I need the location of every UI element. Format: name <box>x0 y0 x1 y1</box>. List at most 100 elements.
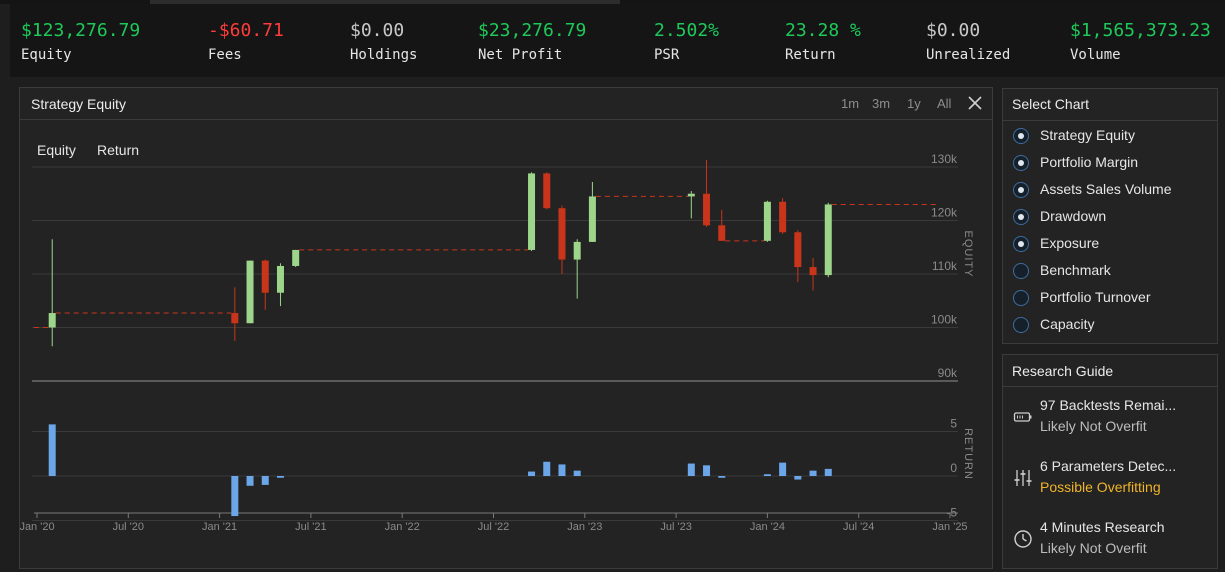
legend-equity[interactable]: Equity <box>37 142 76 158</box>
return-bar <box>779 462 787 476</box>
stat-label: Unrealized <box>926 47 1011 63</box>
candle-body <box>703 193 711 226</box>
candle-body <box>794 232 802 268</box>
chart-option-capacity[interactable]: Capacity <box>1013 315 1213 335</box>
divider <box>1003 386 1217 387</box>
return-bar <box>794 476 802 480</box>
candle-body <box>246 260 254 324</box>
return-tick-label: 5 <box>950 417 957 431</box>
top-tab-strip <box>150 0 620 4</box>
range-1m-button[interactable]: 1m <box>841 96 860 111</box>
guide-item-backtests[interactable]: 97 Backtests Remai... Likely Not Overfit <box>1013 397 1213 441</box>
return-bar <box>558 464 566 476</box>
stat-value: $23,276.79 <box>478 20 587 41</box>
candle-body <box>558 208 566 260</box>
candle-body <box>48 313 56 328</box>
stat-value: $0.00 <box>350 20 405 41</box>
stat-value: $1,565,373.23 <box>1070 20 1211 41</box>
x-tick-label: Jul '24 <box>843 521 874 533</box>
return-axis-title: RETURN <box>962 428 974 480</box>
equity-tick-label: 120k <box>931 206 958 220</box>
x-tick-label: Jul '23 <box>660 521 691 533</box>
guide-item-title: 4 Minutes Research <box>1040 519 1165 535</box>
strategy-equity-panel: Strategy Equity 1m 3m 1y All Equity Retu… <box>19 87 993 569</box>
radio-icon[interactable] <box>1013 155 1029 171</box>
range-1y-button[interactable]: 1y <box>907 96 921 111</box>
radio-icon[interactable] <box>1013 290 1029 306</box>
x-tick-label: Jan '25 <box>932 521 967 533</box>
stat-label: PSR <box>654 47 680 63</box>
chart-option-drawdown[interactable]: Drawdown <box>1013 207 1213 227</box>
radio-icon[interactable] <box>1013 128 1029 144</box>
guide-item-title: 6 Parameters Detec... <box>1040 458 1177 474</box>
close-icon[interactable] <box>967 95 983 111</box>
equity-tick-label: 130k <box>931 152 958 166</box>
chart-option-label: Capacity <box>1040 316 1095 332</box>
candle-body <box>687 193 695 197</box>
battery-icon <box>1013 412 1032 422</box>
equity-tick-label: 100k <box>931 313 958 327</box>
stat-label: Fees <box>208 47 242 63</box>
radio-icon[interactable] <box>1013 263 1029 279</box>
return-bar <box>528 471 536 476</box>
guide-item-minutes[interactable]: 4 Minutes Research Likely Not Overfit <box>1013 519 1213 563</box>
stat-value: 2.502% <box>654 20 720 41</box>
stat-label: Return <box>785 47 836 63</box>
x-tick-label: Jan '21 <box>202 521 237 533</box>
x-tick-label: Jan '20 <box>20 521 55 533</box>
return-bar <box>687 463 695 476</box>
candle-body <box>276 265 284 293</box>
return-bar <box>246 476 254 486</box>
equity-axis-title: EQUITY <box>962 231 974 278</box>
stat-label: Holdings <box>350 47 418 63</box>
radio-icon[interactable] <box>1013 209 1029 225</box>
candle-body <box>718 225 726 241</box>
stat-value: $0.00 <box>926 20 981 41</box>
range-3m-button[interactable]: 3m <box>872 96 891 111</box>
candle-body <box>528 173 536 250</box>
candle-body <box>573 241 581 260</box>
panel-title: Strategy Equity <box>31 96 126 112</box>
chart-option-label: Portfolio Turnover <box>1040 289 1151 305</box>
chart-option-strategy-equity[interactable]: Strategy Equity <box>1013 126 1213 146</box>
candle-body <box>231 313 239 324</box>
radio-icon[interactable] <box>1013 236 1029 252</box>
top-strip <box>0 0 1225 4</box>
candle-body <box>543 173 551 209</box>
candle-body <box>292 249 300 266</box>
chart-area: Equity Return 130k 120k 110k 100k 90k 5 0 -5 EQU… <box>20 121 992 569</box>
range-all-button[interactable]: All <box>937 96 952 111</box>
x-tick-label: Jan '23 <box>567 521 602 533</box>
panel-header: Strategy Equity 1m 3m 1y All <box>20 88 992 120</box>
return-tick-label: 0 <box>950 461 957 475</box>
stat-value: -$60.71 <box>208 20 284 41</box>
chart-option-label: Strategy Equity <box>1040 127 1135 143</box>
chart-option-portfolio-turnover[interactable]: Portfolio Turnover <box>1013 288 1213 308</box>
research-guide-panel: Research Guide 97 Backtests Remai... Lik… <box>1002 354 1218 569</box>
clock-icon <box>1014 530 1032 548</box>
stat-label: Volume <box>1070 47 1121 63</box>
chart-option-label: Exposure <box>1040 235 1100 251</box>
chart-option-benchmark[interactable]: Benchmark <box>1013 261 1213 281</box>
chart-option-portfolio-margin[interactable]: Portfolio Margin <box>1013 153 1213 173</box>
guide-item-title: 97 Backtests Remai... <box>1040 397 1177 413</box>
guide-item-parameters[interactable]: 6 Parameters Detec... Possible Overfitti… <box>1013 458 1213 502</box>
return-bar <box>573 470 581 476</box>
legend-return[interactable]: Return <box>97 142 140 158</box>
chart-option-exposure[interactable]: Exposure <box>1013 234 1213 254</box>
chart-option-label: Assets Sales Volume <box>1040 181 1172 197</box>
radio-icon[interactable] <box>1013 182 1029 198</box>
return-bar <box>718 476 726 478</box>
candle-body <box>588 196 596 242</box>
return-bar <box>703 465 711 476</box>
stat-label: Equity <box>21 47 72 63</box>
stats-bar: $123,276.79 Equity -$60.71 Fees $0.00 Ho… <box>10 4 1225 77</box>
return-bar <box>809 470 817 476</box>
candle-body <box>779 201 787 233</box>
stat-label: Net Profit <box>478 47 563 63</box>
radio-icon[interactable] <box>1013 317 1029 333</box>
x-tick-label: Jul '20 <box>113 521 144 533</box>
chart-option-assets-sales-volume[interactable]: Assets Sales Volume <box>1013 180 1213 200</box>
sliders-icon <box>1014 470 1032 486</box>
